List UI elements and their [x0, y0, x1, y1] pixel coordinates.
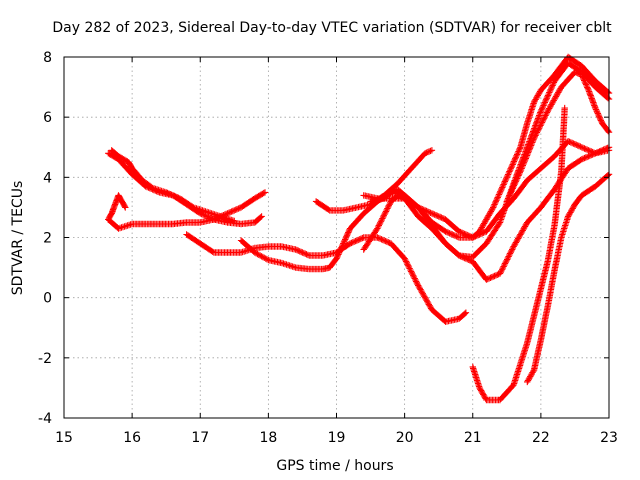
- series-markers: [503, 68, 613, 205]
- series-markers: [183, 231, 470, 325]
- series-markers: [469, 104, 568, 404]
- y-tick-label: 8: [43, 50, 52, 66]
- x-tick-label: 22: [532, 430, 550, 446]
- series-track-4: [105, 189, 269, 232]
- x-tick-label: 21: [464, 430, 482, 446]
- y-tick-label: 4: [43, 170, 52, 186]
- x-tick-label: 15: [55, 430, 73, 446]
- x-tick-label: 18: [259, 430, 277, 446]
- series-markers: [524, 171, 613, 386]
- x-tick-label: 19: [328, 430, 346, 446]
- series-track-12: [524, 171, 613, 386]
- series-markers: [108, 147, 238, 225]
- chart-title: Day 282 of 2023, Sidereal Day-to-day VTE…: [52, 20, 612, 36]
- y-tick-label: 6: [43, 110, 52, 126]
- data-series: [105, 53, 613, 404]
- series-track-13: [503, 68, 613, 205]
- series-track-11: [469, 104, 568, 404]
- y-tick-label: 0: [43, 291, 52, 307]
- x-tick-label: 20: [396, 430, 414, 446]
- series-track-10: [367, 53, 613, 241]
- x-axis-label: GPS time / hours: [276, 458, 393, 474]
- series-track-5: [183, 231, 470, 325]
- x-tick-label: 17: [191, 430, 209, 446]
- series-track-2: [108, 147, 238, 225]
- series-markers: [367, 53, 613, 241]
- axis-ticks: 15 16 17 18 19 20 21 22 23 -4 -2 0 2 4 6 8: [38, 50, 618, 446]
- x-tick-label: 23: [600, 430, 618, 446]
- y-tick-label: -4: [38, 411, 52, 427]
- series-markers: [105, 189, 269, 232]
- y-tick-label: 2: [43, 231, 52, 247]
- gridlines: [64, 57, 609, 418]
- y-axis-label: SDTVAR / TECUs: [10, 181, 26, 296]
- y-tick-label: -2: [38, 351, 52, 367]
- x-tick-label: 16: [123, 430, 141, 446]
